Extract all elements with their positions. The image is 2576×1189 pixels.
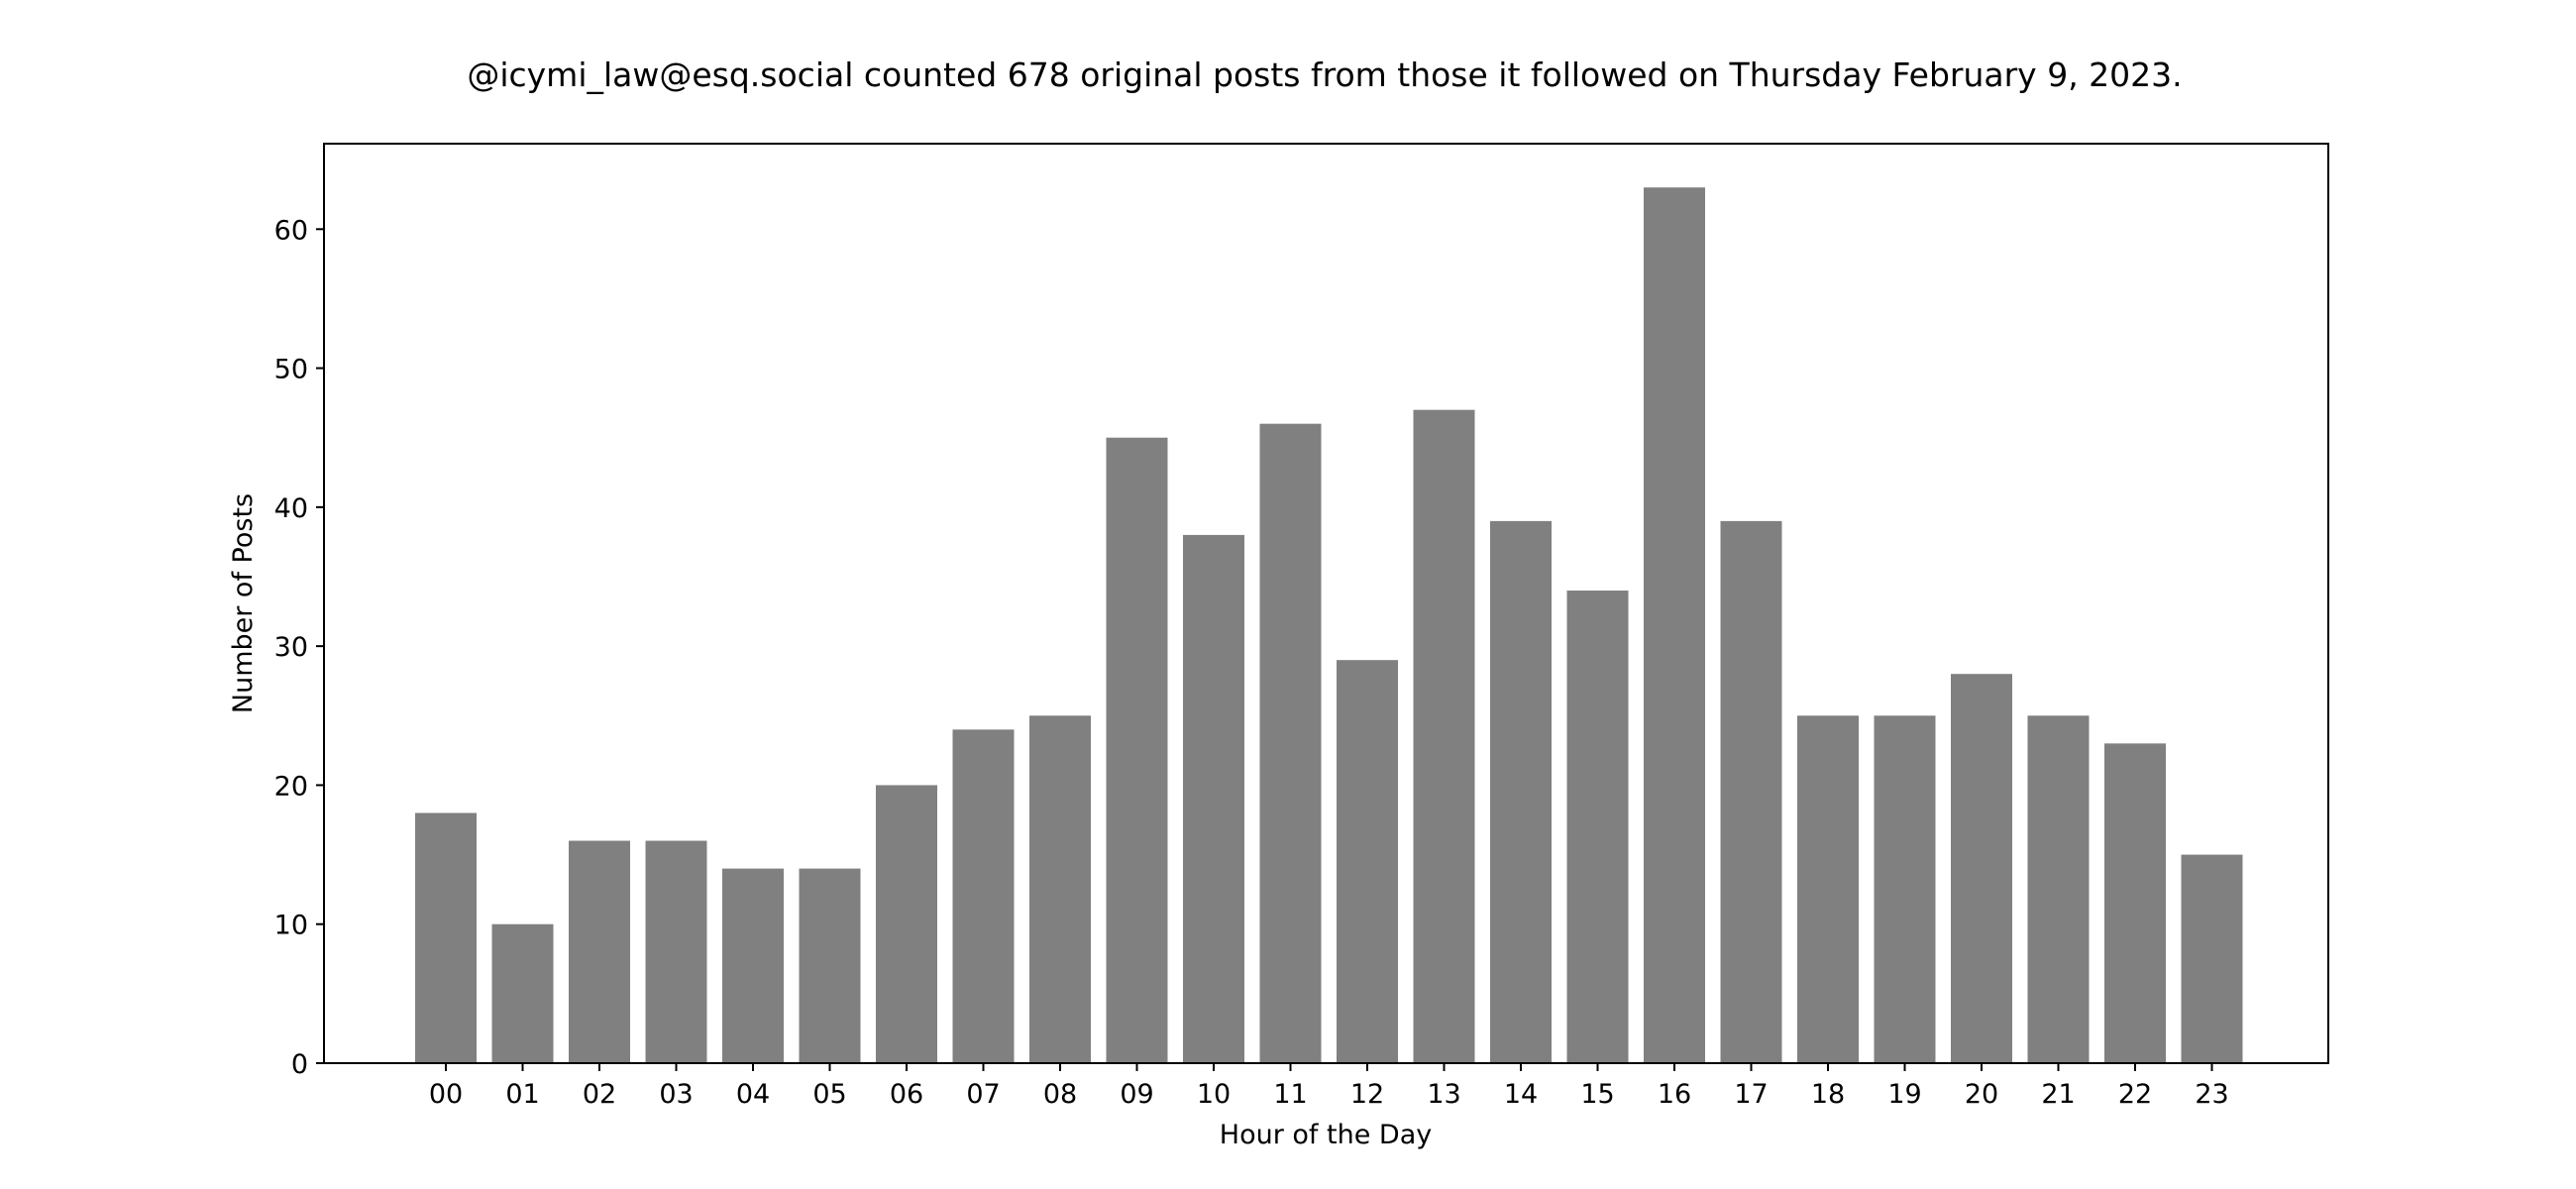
bar-14: [1490, 520, 1552, 1063]
chart-title: @icymi_law@esq.social counted 678 origin…: [467, 55, 2182, 94]
x-tick-label: 23: [2195, 1079, 2228, 1110]
x-tick-label: 07: [966, 1079, 1000, 1110]
x-tick-label: 10: [1197, 1079, 1231, 1110]
bar-22: [2104, 743, 2166, 1063]
y-tick-label: 30: [274, 632, 308, 663]
x-tick-label: 00: [429, 1079, 463, 1110]
x-tick-label: 06: [890, 1079, 923, 1110]
x-tick-label: 20: [1965, 1079, 1998, 1110]
x-tick-label: 14: [1504, 1079, 1538, 1110]
bar-15: [1566, 591, 1629, 1063]
y-axis-ticks: 0 10 20 30 40 50 60: [274, 215, 324, 1080]
x-axis-ticks: 00 01 02 03 04 05 06 07 08 09 10 11 12 13 14 15 16 17 18 19…: [429, 1063, 2229, 1110]
bar-00: [415, 812, 477, 1063]
y-tick-label: 20: [274, 771, 308, 802]
bar-04: [722, 868, 784, 1063]
x-tick-label: 15: [1580, 1079, 1614, 1110]
x-tick-label: 12: [1350, 1079, 1384, 1110]
bar-02: [569, 840, 630, 1063]
y-tick-label: 50: [274, 355, 308, 385]
x-tick-label: 19: [1887, 1079, 1921, 1110]
bar-16: [1644, 187, 1705, 1063]
bar-09: [1106, 437, 1168, 1064]
y-tick-label: 10: [274, 911, 308, 941]
bar-23: [2181, 854, 2243, 1063]
x-tick-label: 11: [1273, 1079, 1307, 1110]
bar-21: [2027, 715, 2090, 1063]
x-tick-label: 05: [812, 1079, 846, 1110]
bar-05: [799, 868, 861, 1063]
y-axis-label: Number of Posts: [228, 493, 259, 713]
x-tick-label: 09: [1120, 1079, 1153, 1110]
bar-01: [491, 923, 554, 1063]
plot-frame: [323, 143, 2329, 1064]
bar-12: [1337, 660, 1398, 1063]
bar-07: [952, 729, 1015, 1063]
bar-06: [876, 785, 937, 1063]
bar-18: [1797, 715, 1859, 1063]
x-axis-label: Hour of the Day: [1220, 1120, 1432, 1150]
bar-19: [1874, 715, 1936, 1063]
x-tick-label: 16: [1658, 1079, 1691, 1110]
x-tick-label: 03: [659, 1079, 693, 1110]
bar-17: [1720, 520, 1782, 1063]
x-tick-label: 22: [2118, 1079, 2152, 1110]
x-tick-label: 02: [583, 1079, 616, 1110]
x-tick-label: 04: [736, 1079, 770, 1110]
bar-10: [1183, 534, 1244, 1063]
y-tick-label: 40: [274, 493, 308, 524]
x-tick-label: 18: [1811, 1079, 1845, 1110]
x-tick-label: 13: [1427, 1079, 1460, 1110]
y-tick-label: 0: [291, 1049, 308, 1080]
x-tick-label: 17: [1734, 1079, 1768, 1110]
bar-11: [1259, 423, 1322, 1063]
x-tick-label: 21: [2041, 1079, 2075, 1110]
x-tick-label: 08: [1043, 1079, 1077, 1110]
bars-group: [415, 187, 2243, 1064]
x-tick-label: 01: [505, 1079, 539, 1110]
bar-20: [1951, 674, 2012, 1063]
bar-03: [645, 840, 707, 1063]
bar-08: [1029, 715, 1091, 1063]
y-tick-label: 60: [274, 215, 308, 246]
bar-13: [1413, 409, 1475, 1063]
